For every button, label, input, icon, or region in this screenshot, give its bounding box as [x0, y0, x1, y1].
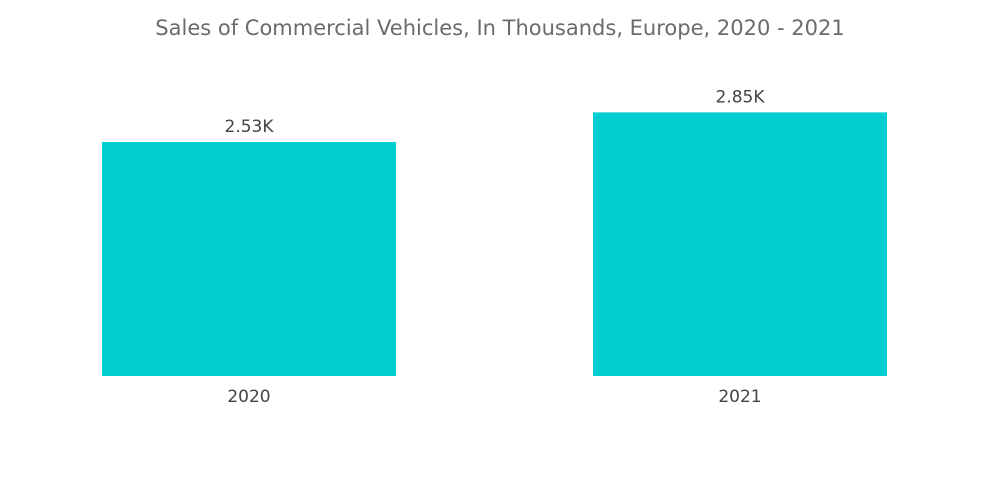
bar-2021: [593, 112, 887, 376]
value-label-2020: 2.53K: [225, 117, 275, 137]
bars-layer: [102, 112, 887, 376]
labels-layer: 2.53K 2020 2.85K 2021: [225, 87, 766, 407]
category-label-2021: 2021: [718, 387, 761, 407]
category-label-2020: 2020: [227, 387, 270, 407]
value-label-2021: 2.85K: [716, 87, 766, 107]
bar-2020: [102, 141, 396, 376]
chart-title: Sales of Commercial Vehicles, In Thousan…: [155, 16, 845, 40]
